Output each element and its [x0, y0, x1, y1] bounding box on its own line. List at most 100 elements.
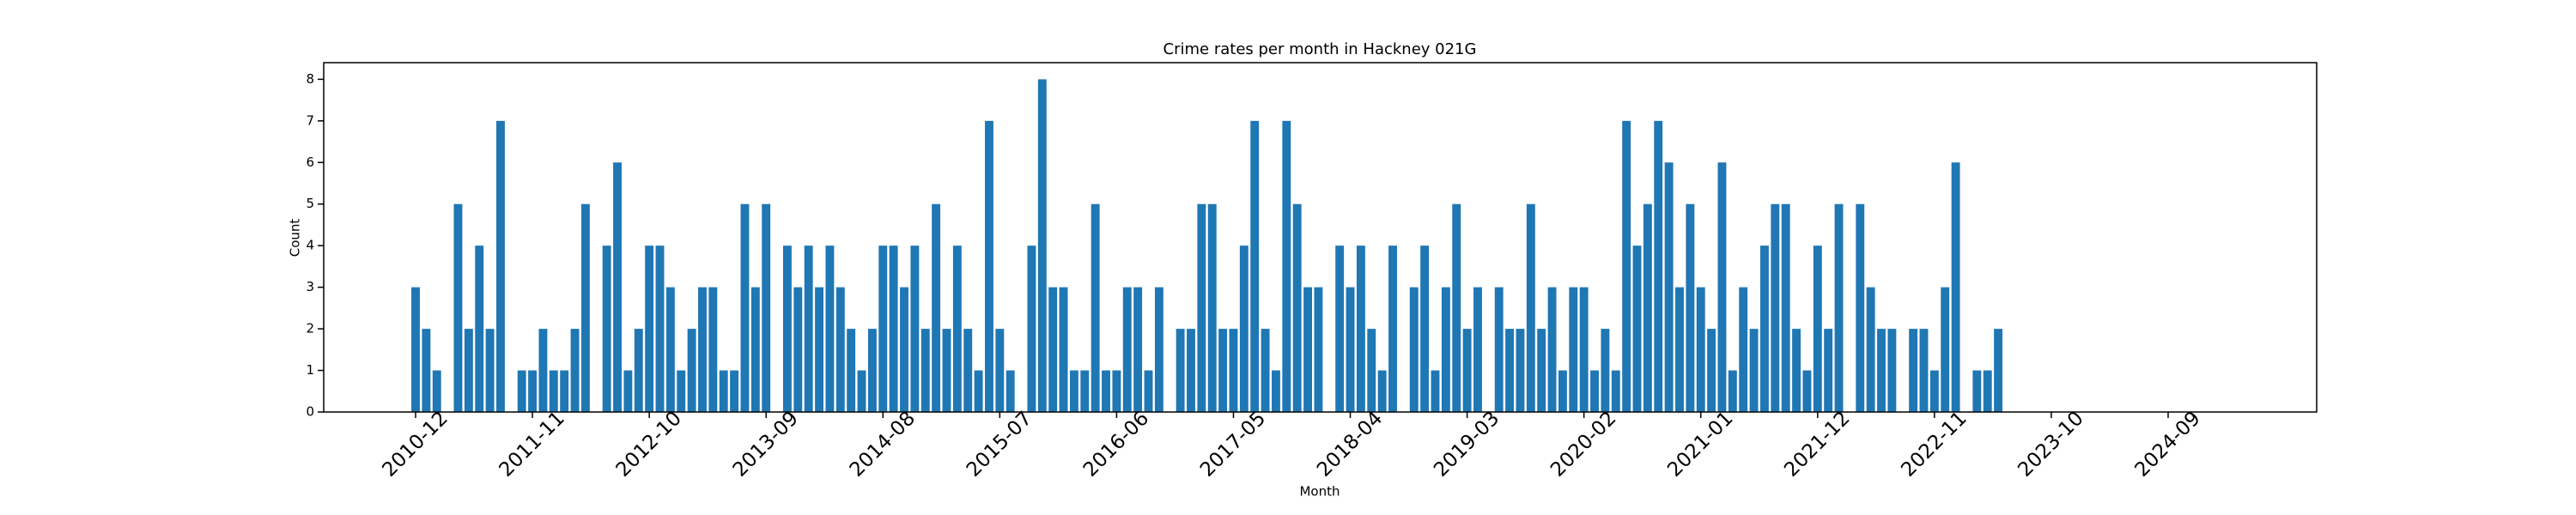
bar: [857, 370, 866, 412]
bar: [963, 329, 973, 412]
bar: [1335, 245, 1345, 412]
bar: [1590, 370, 1599, 412]
bar: [1388, 245, 1397, 412]
bar: [1261, 329, 1270, 412]
bar: [1983, 370, 1992, 412]
bar: [560, 370, 569, 412]
bar: [920, 329, 930, 412]
x-tick-label: 2010-12: [378, 407, 452, 481]
bar: [1409, 287, 1419, 412]
bar: [1367, 329, 1376, 412]
bar: [1282, 120, 1291, 413]
y-tick-label: 1: [306, 362, 314, 378]
bar: [942, 329, 951, 412]
bar: [900, 287, 908, 412]
bar: [1218, 329, 1228, 412]
bar: [815, 287, 823, 412]
bar: [1686, 203, 1695, 412]
bar: [453, 203, 463, 412]
x-tick-label: 2013-09: [729, 407, 803, 481]
bar: [782, 245, 792, 412]
x-tick-label: 2024-09: [2130, 407, 2204, 481]
bar: [1250, 120, 1260, 413]
bar: [878, 245, 888, 412]
bar: [549, 370, 558, 412]
plot-frame: [323, 62, 2318, 413]
bar: [1005, 370, 1015, 412]
bar: [1271, 370, 1280, 412]
bar: [1133, 287, 1143, 412]
bar: [1951, 162, 1960, 413]
bar: [1643, 203, 1652, 412]
bar: [1037, 79, 1047, 412]
bar: [1909, 329, 1918, 412]
bar: [1526, 203, 1535, 412]
x-tick-label: 2016-06: [1079, 407, 1153, 481]
y-tick-label: 0: [306, 404, 314, 420]
bar: [1102, 370, 1110, 412]
bar: [1091, 203, 1100, 412]
bar: [1027, 245, 1036, 412]
bar: [1537, 329, 1546, 412]
bar: [1632, 245, 1642, 412]
bar: [793, 287, 803, 412]
bar: [1856, 203, 1865, 412]
x-tick-label: 2021-12: [1780, 407, 1854, 481]
bar: [1717, 162, 1727, 413]
bar: [1303, 287, 1313, 412]
bar: [528, 370, 538, 412]
bar: [645, 245, 654, 412]
bar: [1154, 287, 1163, 412]
bar: [1877, 329, 1886, 412]
bar: [708, 287, 718, 412]
bar: [602, 245, 611, 412]
bar: [952, 245, 962, 412]
bar: [1314, 287, 1323, 412]
bar: [432, 370, 441, 412]
x-tick-label: 2023-10: [2014, 407, 2087, 481]
y-tick-label: 6: [306, 154, 314, 170]
y-axis-label: Count: [288, 219, 303, 258]
x-tick-label: 2015-07: [963, 407, 1036, 481]
x-tick-label: 2018-04: [1313, 407, 1387, 481]
bar: [1069, 370, 1078, 412]
bar: [730, 370, 739, 412]
bar: [1792, 329, 1801, 412]
y-tick-label: 5: [306, 196, 314, 211]
bar: [985, 120, 993, 413]
bar: [422, 329, 431, 412]
bar: [1728, 370, 1737, 412]
bar: [496, 120, 505, 413]
bar: [1707, 329, 1716, 412]
y-tick-label: 8: [306, 71, 314, 87]
x-tick-label: 2019-03: [1430, 407, 1504, 481]
bar: [1547, 287, 1557, 412]
bar: [1494, 287, 1504, 412]
bar: [847, 329, 856, 412]
bar: [580, 203, 590, 412]
bar: [835, 287, 845, 412]
bar: [677, 370, 686, 412]
bar: [665, 287, 675, 412]
chart-title: Crime rates per month in Hackney 021G: [1163, 40, 1477, 58]
bar: [1558, 370, 1567, 412]
bar: [634, 329, 643, 412]
bar: [889, 245, 898, 412]
bar: [1377, 370, 1387, 412]
bar: [825, 245, 835, 412]
bar: [1760, 245, 1769, 412]
bar: [1346, 287, 1355, 412]
bar: [910, 245, 920, 412]
bar: [867, 329, 877, 412]
bar: [932, 203, 941, 412]
bar: [1739, 287, 1748, 412]
bar: [1080, 370, 1090, 412]
bar: [1122, 287, 1132, 412]
bar: [698, 287, 707, 412]
bar: [1824, 329, 1833, 412]
bar: [1292, 203, 1302, 412]
bar: [1441, 287, 1450, 412]
bar: [1516, 329, 1525, 412]
bar: [1505, 329, 1515, 412]
